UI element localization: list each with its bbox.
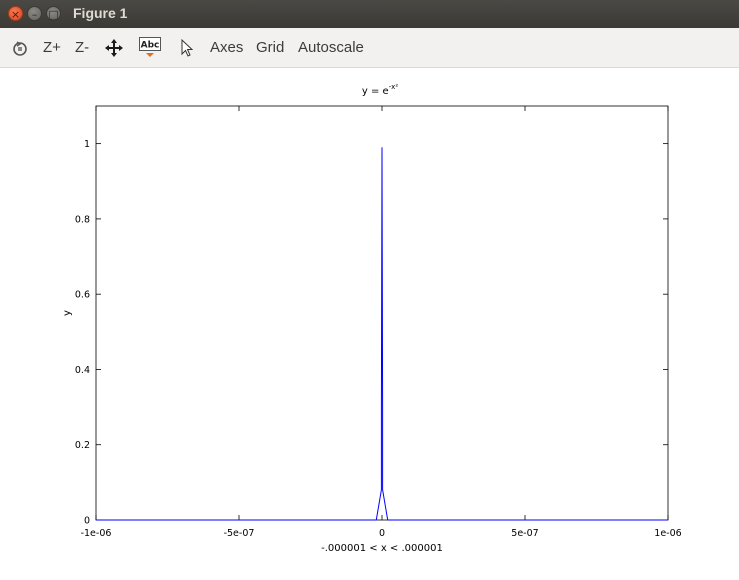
series-layer <box>96 147 668 520</box>
x-tick-label: -5e-07 <box>224 528 255 539</box>
y-tick-label: 0.2 <box>75 440 90 451</box>
x-tick-label: 5e-07 <box>511 528 538 539</box>
autoscale-button[interactable]: Autoscale <box>298 37 364 59</box>
y-tick-label: 0.4 <box>75 365 90 376</box>
axes-button[interactable]: Axes <box>210 37 243 59</box>
maximize-window-button[interactable]: □ <box>46 6 61 21</box>
y-tick-label: 1 <box>84 139 90 150</box>
insert-text-icon-label: Abc <box>141 41 160 51</box>
rotate-icon[interactable] <box>10 38 30 58</box>
y-tick-label: 0.6 <box>75 290 90 301</box>
y-axis-label: y <box>62 310 73 316</box>
pointer-icon[interactable] <box>178 38 198 58</box>
y-tick-label: 0 <box>84 516 90 527</box>
zoom-out-button[interactable]: Z- <box>75 37 89 59</box>
x-axis-label: -.000001 < x < .000001 <box>321 543 443 554</box>
grid-button[interactable]: Grid <box>256 37 284 59</box>
x-tick-label: -1e-06 <box>81 528 112 539</box>
figure-toolbar: Z+ Z- Abc Axes Grid Autoscale <box>0 28 739 68</box>
x-tick-label: 0 <box>379 528 385 539</box>
y-ticks: 0 0.2 0.4 0.6 0.8 1 <box>75 139 668 526</box>
zoom-in-button[interactable]: Z+ <box>43 37 61 59</box>
minimize-window-button[interactable]: – <box>27 6 42 21</box>
plot-area: y = e-x² -1e-06 -5e-07 0 5e-07 1e-06 0 0.2 0.4… <box>0 68 739 576</box>
chart[interactable]: y = e-x² -1e-06 -5e-07 0 5e-07 1e-06 0 0.2 0.4… <box>0 68 739 576</box>
title-bar: × – □ Figure 1 <box>0 0 739 28</box>
close-window-button[interactable]: × <box>8 6 23 21</box>
pan-icon[interactable] <box>104 38 124 58</box>
chart-title: y = e-x² <box>362 83 398 97</box>
chart-title-exponent: -x² <box>389 83 399 91</box>
chart-title-base: y = e <box>362 86 389 97</box>
window-title: Figure 1 <box>73 5 127 21</box>
x-tick-label: 1e-06 <box>654 528 681 539</box>
insert-text-icon[interactable]: Abc <box>139 37 161 57</box>
series-line-y <box>96 147 668 520</box>
y-tick-label: 0.8 <box>75 214 90 225</box>
